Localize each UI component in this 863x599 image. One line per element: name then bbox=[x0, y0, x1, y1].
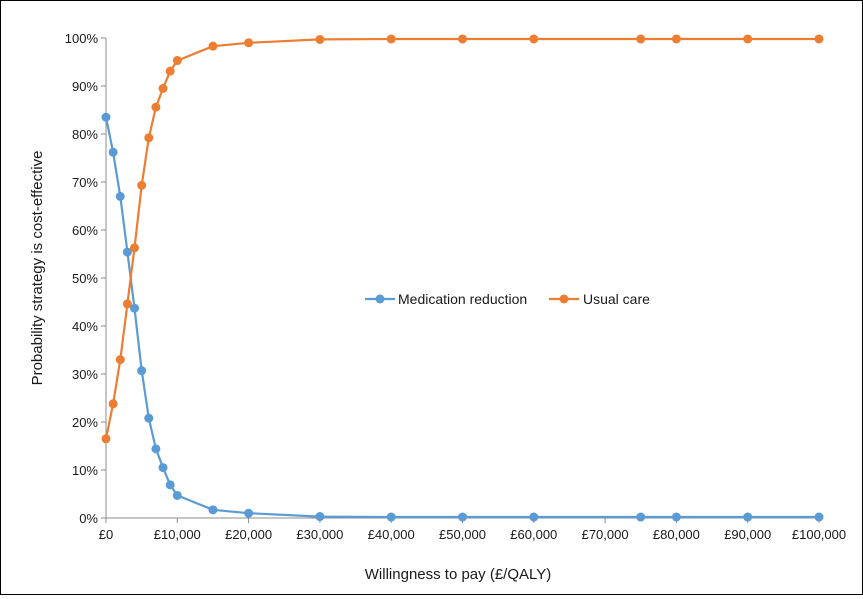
data-point-usual-care bbox=[315, 34, 325, 44]
x-tick-label: £100,000 bbox=[792, 527, 846, 542]
data-point-usual-care bbox=[458, 34, 467, 44]
legend-label-medication-reduction: Medication reduction bbox=[398, 291, 527, 307]
data-point-usual-care bbox=[144, 133, 154, 143]
y-tick-label: 80% bbox=[72, 127, 98, 142]
data-point-medication-reduction bbox=[172, 490, 182, 500]
data-point-medication-reduction bbox=[636, 512, 646, 522]
data-point-usual-care bbox=[172, 56, 182, 66]
data-point-medication-reduction bbox=[122, 247, 132, 257]
data-point-usual-care bbox=[208, 41, 218, 51]
data-point-usual-care bbox=[529, 34, 539, 44]
data-point-usual-care bbox=[122, 299, 132, 309]
data-point-usual-care bbox=[165, 66, 175, 76]
x-tick-label: £40,000 bbox=[368, 527, 415, 542]
x-tick-label: £60,000 bbox=[510, 527, 557, 542]
data-point-medication-reduction bbox=[137, 366, 147, 376]
series-line-usual-care bbox=[104, 37, 819, 440]
x-tick-label: £0 bbox=[99, 527, 113, 542]
axes-group: 0% 10% 20% 30% 40% 50% 60% 70% 80% 90% 100% £0 £10,0… bbox=[65, 31, 846, 542]
x-tick-label: £80,000 bbox=[653, 527, 700, 542]
x-tick-label: £30,000 bbox=[296, 527, 343, 542]
legend-label-usual-care: Usual care bbox=[583, 291, 650, 307]
data-point-usual-care bbox=[115, 355, 125, 365]
data-point-medication-reduction bbox=[671, 512, 681, 522]
y-axis-title: Probability strategy is cost-effective bbox=[29, 151, 46, 386]
data-point-usual-care bbox=[814, 34, 824, 44]
data-point-usual-care bbox=[108, 399, 118, 409]
data-point-medication-reduction bbox=[165, 480, 175, 490]
data-point-medication-reduction bbox=[108, 147, 118, 157]
x-tick-label: £10,000 bbox=[154, 527, 201, 542]
y-tick-label: 60% bbox=[72, 223, 98, 238]
y-tick-label: 30% bbox=[72, 367, 98, 382]
x-tick-label: £20,000 bbox=[225, 527, 272, 542]
data-point-medication-reduction bbox=[814, 512, 824, 522]
data-point-medication-reduction bbox=[208, 505, 218, 515]
y-tick-label: 70% bbox=[72, 175, 98, 190]
data-point-medication-reduction bbox=[130, 303, 140, 313]
data-point-medication-reduction bbox=[101, 112, 111, 122]
y-tick-label: 20% bbox=[72, 415, 98, 430]
data-point-medication-reduction bbox=[743, 512, 753, 522]
data-point-usual-care bbox=[137, 180, 147, 190]
data-point-medication-reduction bbox=[151, 444, 161, 454]
series-group bbox=[101, 34, 824, 522]
data-point-usual-care bbox=[101, 434, 111, 444]
data-point-usual-care bbox=[386, 34, 396, 44]
y-tick-label: 0% bbox=[79, 511, 98, 526]
y-tick-label: 10% bbox=[72, 463, 98, 478]
data-point-usual-care bbox=[244, 38, 254, 48]
data-point-medication-reduction bbox=[529, 512, 539, 522]
data-point-usual-care bbox=[743, 34, 753, 44]
x-axis-title: Willingness to pay (£/QALY) bbox=[365, 566, 551, 583]
data-point-medication-reduction bbox=[144, 413, 154, 423]
data-point-usual-care bbox=[158, 83, 168, 93]
data-point-medication-reduction bbox=[458, 512, 467, 522]
legend-group: Medication reduction Usual care bbox=[365, 291, 650, 307]
x-tick-label: £50,000 bbox=[439, 527, 486, 542]
legend-swatch-marker-usual-care bbox=[559, 294, 569, 304]
data-point-usual-care bbox=[671, 34, 681, 44]
data-point-medication-reduction bbox=[158, 463, 168, 473]
y-tick-label: 40% bbox=[72, 319, 98, 334]
x-tick-label: £90,000 bbox=[724, 527, 771, 542]
data-point-usual-care bbox=[151, 102, 161, 112]
legend-swatch-marker-medication-reduction bbox=[375, 294, 385, 304]
y-tick-label: 90% bbox=[72, 79, 98, 94]
data-point-medication-reduction bbox=[386, 512, 396, 522]
series-line-medication-reduction bbox=[104, 116, 819, 519]
data-point-usual-care bbox=[130, 243, 140, 253]
data-point-medication-reduction bbox=[115, 191, 125, 201]
data-point-medication-reduction bbox=[315, 512, 325, 522]
y-tick-label: 50% bbox=[72, 271, 98, 286]
data-point-medication-reduction bbox=[244, 508, 254, 518]
data-point-usual-care bbox=[636, 34, 646, 44]
y-tick-label: 100% bbox=[65, 31, 99, 46]
x-tick-label: £70,000 bbox=[582, 527, 629, 542]
